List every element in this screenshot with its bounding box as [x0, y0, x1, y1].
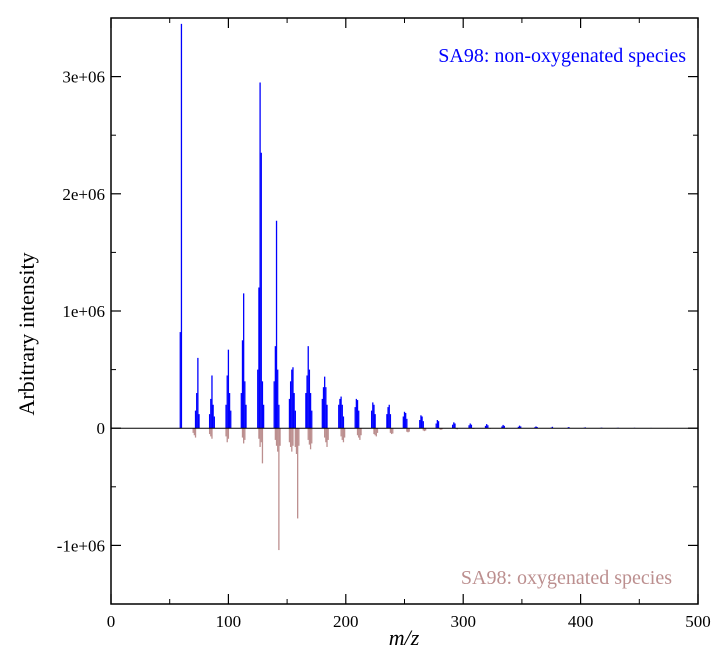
axis-tick-labels: 0 100 200 300 400 500 -1e+06 0 1e+06 2e+06 3e+06	[57, 68, 711, 631]
y-tick-label-4: 3e+06	[62, 68, 105, 87]
x-tick-label-4: 400	[568, 612, 594, 631]
x-axis-label: m/z	[389, 625, 420, 650]
y-tick-label-1: 0	[97, 419, 106, 438]
plot-marks	[179, 23, 669, 551]
x-tick-label-2: 200	[333, 612, 359, 631]
plot-frame	[110, 17, 699, 605]
y-tick-label-3: 2e+06	[62, 185, 105, 204]
x-tick-label-5: 500	[685, 612, 711, 631]
y-tick-label-0: -1e+06	[57, 536, 105, 555]
x-tick-label-0: 0	[107, 612, 116, 631]
legend-label-oxygenated: SA98: oxygenated species	[461, 567, 672, 589]
x-tick-label-3: 300	[450, 612, 476, 631]
y-axis-label: Arbitrary intensity	[14, 252, 39, 415]
legend-label-non-oxygenated: SA98: non-oxygenated species	[438, 45, 686, 67]
y-tick-label-2: 1e+06	[62, 302, 105, 321]
axis-ticks	[110, 17, 699, 605]
x-tick-label-1: 100	[216, 612, 242, 631]
